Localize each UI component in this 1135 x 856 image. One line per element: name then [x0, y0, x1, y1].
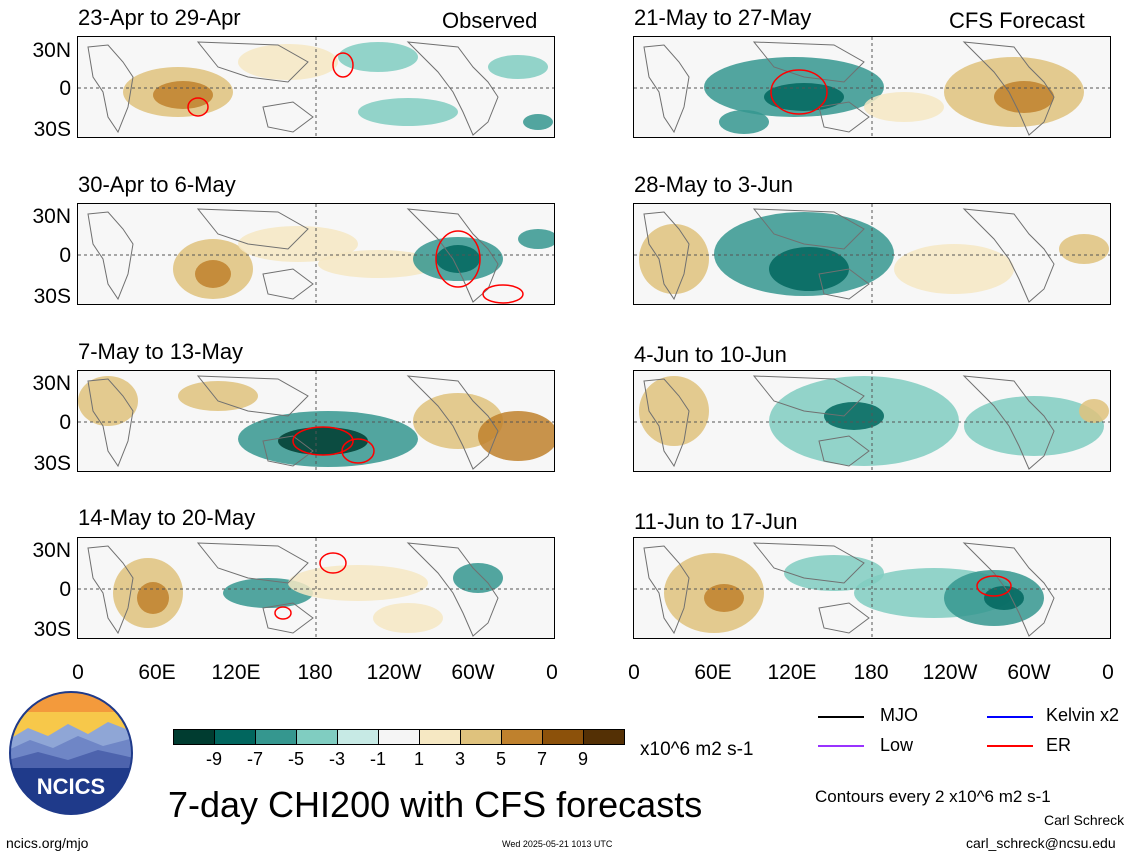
- legend-swatch-er: [987, 745, 1033, 747]
- observed-label: Observed: [442, 8, 538, 33]
- panel-title: 30-Apr to 6-May: [78, 172, 236, 197]
- footer-author: Carl Schreck: [1044, 812, 1125, 828]
- colorbar-cell: [583, 729, 625, 745]
- map-panel-forecast-4: [633, 537, 1111, 639]
- map-panel-forecast-2: [633, 203, 1111, 305]
- map-panel-observed-2: [77, 203, 555, 305]
- colorbar-label: 5: [495, 749, 507, 769]
- forecast-label: CFS Forecast: [949, 8, 1085, 33]
- x-tick-label: 0: [628, 661, 640, 684]
- panel-title: 21-May to 27-May: [634, 5, 812, 30]
- x-tick-label: 0: [1102, 661, 1114, 684]
- panel-title: 4-Jun to 10-Jun: [634, 342, 787, 367]
- map-panel-forecast-1: [633, 36, 1111, 138]
- legend-label: ER: [1046, 735, 1072, 755]
- x-tick-label: 60W: [451, 661, 495, 684]
- colorbar-label: 7: [536, 749, 548, 769]
- colorbar-label: -7: [246, 749, 264, 769]
- main-title: 7-day CHI200 with CFS forecasts: [168, 784, 703, 825]
- x-tick-label: 120W: [366, 661, 422, 684]
- footer-url: ncics.org/mjo: [6, 835, 89, 851]
- colorbar-label: -5: [287, 749, 305, 769]
- x-tick-label: 60W: [1007, 661, 1051, 684]
- colorbar-cell: [419, 729, 461, 745]
- colorbar-label: -9: [205, 749, 223, 769]
- y-tick-label: 30S: [33, 118, 71, 141]
- panel-title: 28-May to 3-Jun: [634, 172, 793, 197]
- colorbar-cell: [296, 729, 338, 745]
- colorbar-cell: [173, 729, 215, 745]
- legend-swatch-low: [818, 745, 864, 747]
- y-tick-label: 30S: [33, 452, 71, 475]
- y-tick-label: 30N: [32, 539, 71, 562]
- y-tick-label: 30N: [32, 205, 71, 228]
- colorbar-label: 9: [577, 749, 589, 769]
- x-tick-label: 120E: [767, 661, 817, 684]
- colorbar-cell: [542, 729, 584, 745]
- legend-swatch-mjo: [818, 716, 864, 718]
- legend-swatch-kelvin: [987, 716, 1033, 718]
- y-tick-label: 0: [59, 411, 71, 434]
- x-tick-label: 180: [853, 661, 889, 684]
- legend-label: Kelvin x2: [1046, 705, 1120, 725]
- colorbar-label: 1: [413, 749, 425, 769]
- legend-label: MJO: [880, 705, 918, 725]
- colorbar-cell: [460, 729, 502, 745]
- footer-timestamp: Wed 2025-05-21 1013 UTC: [502, 839, 613, 849]
- colorbar-cell: [501, 729, 543, 745]
- y-tick-label: 0: [59, 244, 71, 267]
- y-tick-label: 30N: [32, 372, 71, 395]
- x-tick-label: 180: [297, 661, 333, 684]
- colorbar-cell: [214, 729, 256, 745]
- y-tick-label: 0: [59, 578, 71, 601]
- colorbar-cell: [337, 729, 379, 745]
- map-panel-observed-1: [77, 36, 555, 138]
- y-tick-label: 30S: [33, 618, 71, 641]
- map-panel-forecast-3: [633, 370, 1111, 472]
- x-tick-label: 120W: [922, 661, 978, 684]
- panel-title: 14-May to 20-May: [78, 505, 256, 530]
- colorbar-cell: [378, 729, 420, 745]
- x-tick-label: 60E: [138, 661, 176, 684]
- map-panel-observed-4: [77, 537, 555, 639]
- colorbar-cell: [255, 729, 297, 745]
- legend-label: Low: [880, 735, 914, 755]
- colorbar-units: x10^6 m2 s-1: [640, 739, 754, 760]
- panel-title: 7-May to 13-May: [78, 339, 244, 364]
- x-tick-label: 0: [546, 661, 558, 684]
- y-tick-label: 30S: [33, 285, 71, 308]
- colorbar-label: -3: [328, 749, 346, 769]
- x-tick-label: 0: [72, 661, 84, 684]
- colorbar-label: -1: [369, 749, 387, 769]
- x-tick-label: 120E: [211, 661, 261, 684]
- contours-note: Contours every 2 x10^6 m2 s-1: [815, 787, 1051, 806]
- panel-title: 11-Jun to 17-Jun: [634, 509, 798, 534]
- ncics-logo: NCICS: [8, 690, 134, 816]
- logo-text: NCICS: [37, 774, 105, 799]
- colorbar-label: 3: [454, 749, 466, 769]
- footer-email: carl_schreck@ncsu.edu: [966, 835, 1116, 851]
- map-panel-observed-3: [77, 370, 555, 472]
- y-tick-label: 30N: [32, 39, 71, 62]
- y-tick-label: 0: [59, 77, 71, 100]
- x-tick-label: 60E: [694, 661, 732, 684]
- panel-title: 23-Apr to 29-Apr: [78, 5, 241, 30]
